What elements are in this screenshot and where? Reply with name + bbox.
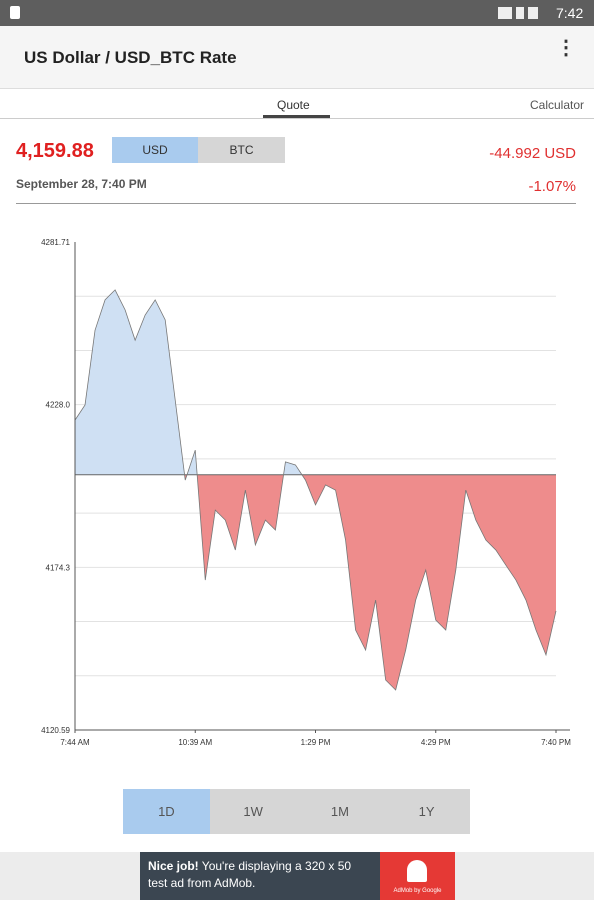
- app-title: US Dollar / USD_BTC Rate: [24, 48, 237, 67]
- tab-bar: Quote Calculator: [0, 91, 594, 119]
- app-bar: US Dollar / USD_BTC Rate ⋮: [0, 26, 594, 89]
- tab-indicator: [263, 115, 330, 118]
- ad-icon: [407, 860, 427, 882]
- tab[interactable]: Calculator: [530, 98, 585, 112]
- currency-toggle[interactable]: BTC: [198, 137, 285, 163]
- x-tick-label: 10:39 AM: [178, 738, 212, 747]
- ad-brand: AdMob by Google: [393, 888, 442, 894]
- status-icons: [498, 7, 538, 19]
- ad-bold: Nice job!: [148, 859, 199, 873]
- area-above: [75, 289, 302, 475]
- range-button[interactable]: 1D: [123, 789, 210, 834]
- quote-date: September 28, 7:40 PM: [16, 177, 147, 191]
- change: -44.992 USD: [489, 145, 576, 162]
- change-percent: -1.07%: [528, 178, 576, 195]
- y-tick-label: 4174.3: [46, 563, 71, 572]
- ad[interactable]: Nice job! You're displaying a 320 x 50 t…: [140, 852, 455, 900]
- ad-body: You're displaying a 320 x 50 test ad fro…: [148, 859, 352, 890]
- range-button[interactable]: 1M: [296, 789, 384, 834]
- price: 4,159.88: [16, 140, 94, 162]
- x-tick-label: 7:40 PM: [541, 738, 571, 747]
- currency-toggle[interactable]: USD: [112, 137, 198, 163]
- divider: [16, 203, 576, 204]
- y-tick-label: 4228.0: [46, 401, 71, 410]
- ad-text: Nice job! You're displaying a 320 x 50 t…: [148, 858, 373, 892]
- x-tick-label: 1:29 PM: [301, 738, 331, 747]
- chart: 4281.71 4228.0 4174.3 4120.59 7:44 AM 10:39 A…: [41, 238, 571, 747]
- y-tick-label: 4120.59: [41, 726, 70, 735]
- range-button[interactable]: 1Y: [383, 789, 470, 834]
- range-selector: 1D 1W 1M 1Y: [123, 789, 470, 834]
- x-tick-label: 4:29 PM: [421, 738, 451, 747]
- ad-logo: AdMob by Google: [380, 852, 455, 900]
- x-tick-label: 7:44 AM: [60, 738, 90, 747]
- status-bar: 7:42: [0, 0, 594, 26]
- area-below: [75, 474, 556, 690]
- clock: 7:42: [556, 5, 584, 21]
- sd-icon: [10, 6, 20, 19]
- tab[interactable]: Quote: [277, 98, 310, 112]
- range-button[interactable]: 1W: [209, 789, 297, 834]
- ad-bar: Nice job! You're displaying a 320 x 50 t…: [0, 852, 594, 900]
- price-line: [74, 289, 557, 691]
- y-tick-label: 4281.71: [41, 238, 70, 247]
